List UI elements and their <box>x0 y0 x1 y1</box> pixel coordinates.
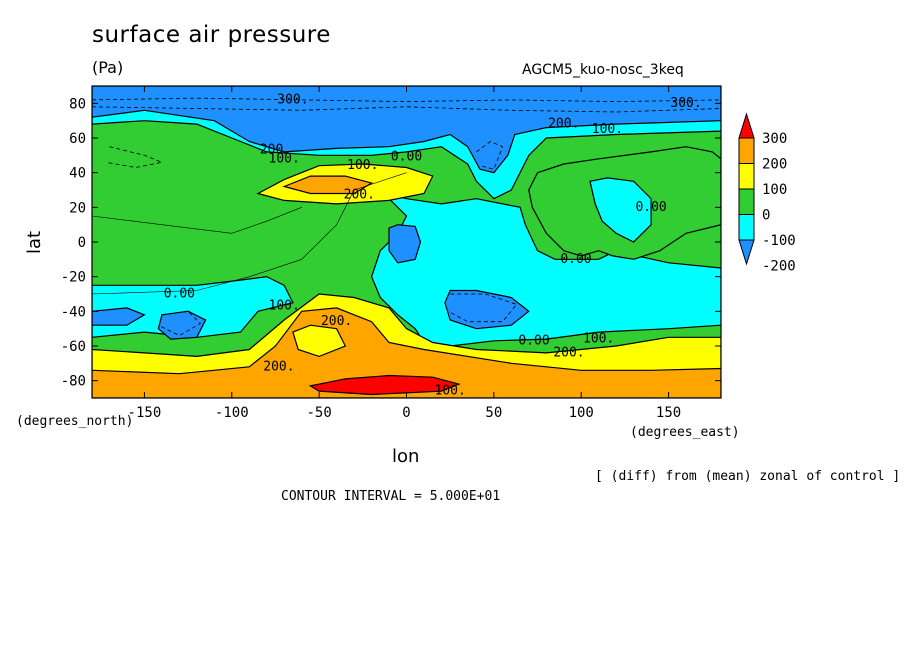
colorbar-box <box>738 137 755 164</box>
y-tick-label: -40 <box>61 304 86 320</box>
x-tick-label: 100 <box>569 405 594 421</box>
contour-label: 0.00 <box>164 287 195 302</box>
colorbar-box <box>738 188 755 215</box>
x-unit-label: (degrees_east) <box>630 425 740 440</box>
y-tick-label: 60 <box>69 131 86 147</box>
contour-thin <box>92 172 407 295</box>
field-blue-south2 <box>157 310 207 340</box>
y-tick-label: 0 <box>78 235 86 251</box>
contour-dashed <box>105 146 164 168</box>
contour-label: 100. <box>583 332 614 347</box>
field-cyan-south <box>92 276 294 338</box>
field-blue-north <box>92 86 721 174</box>
colorbar-label: 300 <box>762 131 787 147</box>
units-label: (Pa) <box>92 58 124 77</box>
colorbar-label: 200 <box>762 157 787 173</box>
y-tick-label: 20 <box>69 200 86 216</box>
field-blue-southpac <box>444 289 530 330</box>
x-tick-label: 0 <box>402 405 410 421</box>
color-fields <box>92 86 721 398</box>
contour-dashed <box>158 310 201 337</box>
x-tick-label: -150 <box>128 405 162 421</box>
colorbar-label: 0 <box>762 208 770 224</box>
y-tick-label: -20 <box>61 270 86 286</box>
y-axis-title: lat <box>24 230 45 254</box>
contour-labels: 300. 300.200. 100.200.100. 100.0.00200.0.00… <box>164 92 702 398</box>
contour-label: 0.00 <box>518 333 549 348</box>
y-tick-label: 40 <box>69 166 86 182</box>
x-tick-label: 150 <box>656 405 681 421</box>
contour-dashed <box>476 141 504 170</box>
contour-label: 200. <box>321 314 352 329</box>
field-cyan-asia <box>589 177 652 243</box>
field-yellow-south-inner <box>292 324 347 358</box>
x-tick-label: -50 <box>306 405 331 421</box>
contour-lines <box>92 97 721 337</box>
x-axis-title: lon <box>392 446 420 467</box>
contour-label: 200. <box>260 143 291 158</box>
field-orange-northmid <box>282 175 374 195</box>
field-red-south <box>308 374 461 396</box>
y-unit-label: (degrees_north) <box>16 414 134 429</box>
colorbar-label: -200 <box>762 259 796 275</box>
contour-dashed <box>448 293 518 323</box>
run-label: AGCM5_kuo-nosc_3keq <box>522 62 684 78</box>
contour-label: 300. <box>670 96 701 111</box>
colorbar: 300 200 100 0 -100 -200 <box>738 112 796 275</box>
colorbar-box <box>738 214 755 241</box>
colorbar-label: 100 <box>762 182 787 198</box>
contour-label: 200. <box>548 117 579 132</box>
y-tick-label: -60 <box>61 339 86 355</box>
contour-label: 0.00 <box>391 150 422 165</box>
colorbar-extend-low <box>738 239 755 266</box>
chart-title: surface air pressure <box>92 22 331 48</box>
contour-label: 0.00 <box>635 200 666 215</box>
contour-label: 200. <box>344 188 375 203</box>
field-blue-atlantic <box>388 224 422 264</box>
contour-label: 100. <box>435 384 466 399</box>
contour-label: 200. <box>263 359 294 374</box>
x-tick-label: 50 <box>485 405 502 421</box>
field-orange-south <box>92 307 721 398</box>
field-blue-southwest <box>92 307 146 326</box>
contour-label: 100. <box>347 158 378 173</box>
contour-thin <box>92 207 302 234</box>
y-tick-label: -80 <box>61 374 86 390</box>
contour-interval: CONTOUR INTERVAL = 5.000E+01 <box>281 489 501 504</box>
colorbar-extend-high <box>738 112 755 139</box>
contour-label: 200. <box>553 345 584 360</box>
contour-label: 0.00 <box>560 252 591 267</box>
contour-label: 100. <box>269 299 300 314</box>
contour-label: 300. <box>277 92 308 107</box>
axes: -150 -100 -50 0 50 100 150 -80 -60 -40 -20 0 20 40 60 8… <box>61 85 722 421</box>
contour-label: 100. <box>592 122 623 137</box>
contour-label: 100. <box>269 151 300 166</box>
colorbar-box <box>738 163 755 190</box>
colorbar-label: -100 <box>762 233 796 249</box>
x-tick-label: -100 <box>215 405 249 421</box>
footnote: [ (diff) from (mean) zonal of control ] <box>595 469 901 484</box>
y-tick-label: 80 <box>69 96 86 112</box>
